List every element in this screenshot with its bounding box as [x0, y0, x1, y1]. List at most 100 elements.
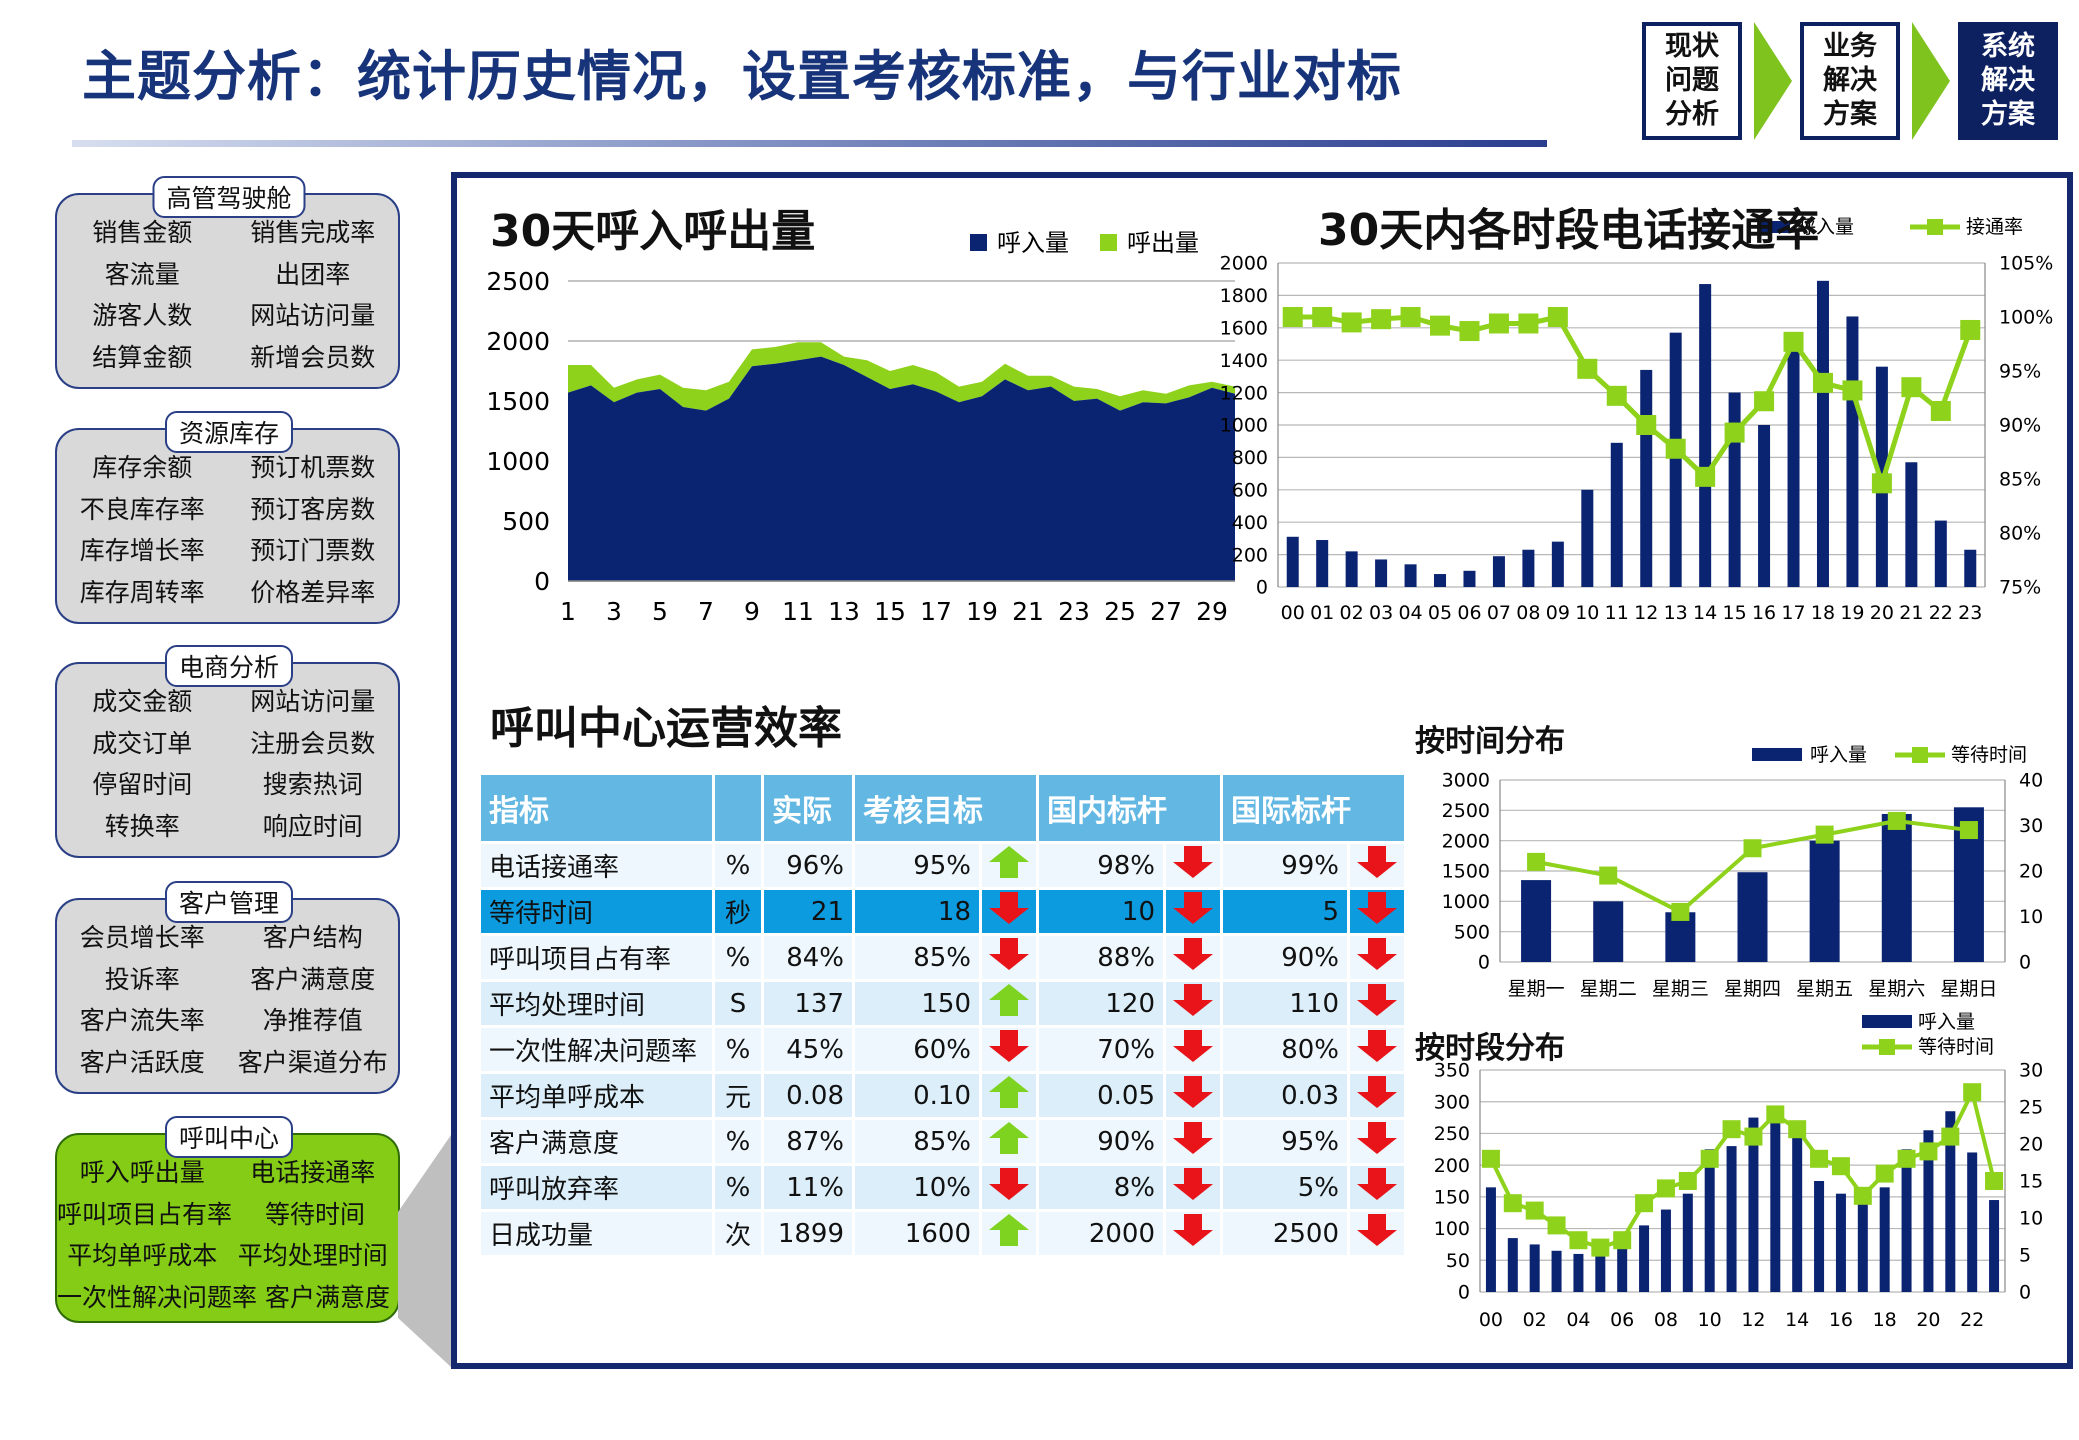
x-tick-label: 9	[744, 597, 760, 626]
category-metric-item[interactable]: 客户流失率	[79, 1006, 205, 1035]
kpi-target-value: 60%	[855, 1028, 979, 1071]
category-metric-item[interactable]: 一次性解决问题率	[57, 1282, 258, 1312]
category-label[interactable]: 电商分析	[164, 645, 294, 687]
bar-inbound	[1945, 1111, 1956, 1292]
category-metric-item[interactable]: 成交订单	[92, 728, 193, 758]
x-tick-label: 17	[1781, 602, 1805, 624]
category-metric-item[interactable]: 价格差异率	[250, 577, 376, 607]
category-metric-item[interactable]: 客户满意度	[250, 964, 376, 994]
category-row: 投诉率 客户满意度	[57, 960, 398, 996]
category-label[interactable]: 客户管理	[164, 881, 294, 923]
category-metric-item[interactable]: 呼入呼出量	[79, 1158, 205, 1187]
category-metric-item[interactable]: 成交金额	[92, 687, 193, 716]
category-metric-item[interactable]: 搜索热词	[262, 770, 363, 799]
bar-inbound	[1485, 1187, 1496, 1292]
category-metric-item[interactable]: 库存增长率	[79, 536, 205, 565]
category-row: 呼入呼出量 电话接通率	[57, 1153, 398, 1189]
step-system-solution[interactable]: 系统 解决 方案	[1958, 22, 2058, 140]
category-metric-item[interactable]: 客户满意度	[265, 1282, 391, 1312]
x-tick-label: 13	[828, 597, 860, 626]
category-metric-item[interactable]: 客流量	[104, 259, 180, 289]
y-left-tick-label: 2000	[1442, 830, 1490, 852]
category-label[interactable]: 高管驾驶舱	[152, 176, 306, 218]
category-metric-item[interactable]: 库存周转率	[79, 577, 205, 607]
category-metric-item[interactable]: 新增会员数	[250, 342, 376, 372]
y-tick-label: 2000	[486, 327, 550, 356]
y-left-tick-label: 1200	[1220, 382, 1268, 404]
category-label[interactable]: 呼叫中心	[164, 1116, 294, 1158]
step-business-solution[interactable]: 业务 解决 方案	[1800, 22, 1900, 140]
y-left-tick-label: 1400	[1220, 350, 1268, 372]
category-metric-item[interactable]: 出团率	[275, 259, 351, 289]
line-marker	[1963, 1083, 1982, 1102]
y-right-tick-label: 80%	[1999, 523, 2041, 545]
bar-inbound	[1699, 284, 1712, 587]
category-metric-item[interactable]: 库存余额	[92, 453, 193, 482]
y-right-tick-label: 100%	[1999, 307, 2053, 329]
arrow-down-icon	[1166, 1212, 1220, 1255]
y-left-tick-label: 200	[1232, 544, 1268, 566]
kpi-unit: %	[715, 1166, 761, 1209]
kpi-international-value: 2500	[1223, 1212, 1347, 1255]
x-tick-label: 01	[1310, 602, 1334, 624]
category-metric-item[interactable]: 销售金额	[92, 218, 193, 247]
category-metric-item[interactable]: 网站访问量	[250, 687, 376, 716]
x-tick-label: 08	[1654, 1309, 1678, 1331]
category-metric-item[interactable]: 转换率	[104, 811, 180, 841]
line-marker	[1430, 315, 1451, 336]
x-tick-label: 02	[1523, 1309, 1547, 1331]
category-metric-item[interactable]: 响应时间	[262, 811, 363, 841]
line-marker	[1842, 380, 1863, 401]
category-metric-item[interactable]: 游客人数	[92, 301, 193, 330]
category-metric-item[interactable]: 不良库存率	[79, 494, 205, 524]
y-left-tick-label: 1000	[1220, 415, 1268, 437]
category-metric-item[interactable]: 结算金额	[92, 342, 193, 372]
category-metric-item[interactable]: 净推荐值	[262, 1006, 363, 1035]
x-tick-label: 00	[1479, 1309, 1503, 1331]
category-metric-item[interactable]: 电话接通率	[250, 1158, 376, 1187]
bar-inbound	[1728, 392, 1741, 587]
category-metric-item[interactable]: 呼叫项目占有率	[57, 1199, 233, 1229]
legend-label: 接通率	[1966, 216, 2023, 238]
y-right-tick-label: 95%	[1999, 361, 2041, 383]
category-metric-item[interactable]: 会员增长率	[79, 923, 205, 952]
category-metric-item[interactable]: 停留时间	[92, 770, 193, 799]
step-current-analysis[interactable]: 现状 问题 分析	[1642, 22, 1742, 140]
category-metric-item[interactable]: 预订机票数	[250, 453, 376, 482]
category-metric-item[interactable]: 平均处理时间	[237, 1241, 388, 1270]
category-metric-item[interactable]: 预订客房数	[250, 494, 376, 524]
kpi-header-unit	[715, 775, 761, 841]
y-tick-label: 1000	[486, 447, 550, 476]
legend-swatch-inbound	[1752, 748, 1802, 761]
y-right-tick-label: 75%	[1999, 577, 2041, 599]
legend-swatch-outbound	[1100, 234, 1117, 251]
arrow-down-icon	[1166, 982, 1220, 1025]
x-tick-label: 12	[1741, 1309, 1765, 1331]
line-marker	[1960, 319, 1981, 340]
category-metric-item[interactable]: 预订门票数	[250, 536, 376, 565]
category-metric-item[interactable]: 注册会员数	[250, 728, 376, 758]
category-label[interactable]: 资源库存	[164, 411, 294, 453]
kpi-row: 电话接通率% 96% 95% 98% 99%	[481, 844, 1404, 887]
line-marker	[1700, 1149, 1719, 1168]
bar-inbound	[1610, 442, 1623, 587]
arrow-down-icon	[1166, 1028, 1220, 1071]
category-row: 客户流失率 净推荐值	[57, 1001, 398, 1037]
bar-inbound	[1551, 541, 1564, 587]
category-metric-item[interactable]: 销售完成率	[250, 218, 376, 247]
category-metric-item[interactable]: 投诉率	[104, 964, 180, 994]
line-marker	[1788, 1120, 1807, 1139]
category-metric-item[interactable]: 客户结构	[262, 923, 363, 952]
category-metric-item[interactable]: 等待时间	[265, 1199, 366, 1229]
category-metric-item[interactable]: 网站访问量	[250, 301, 376, 330]
x-tick-label: 20	[1870, 602, 1894, 624]
category-metric-item[interactable]: 平均单呼成本	[67, 1241, 218, 1270]
kpi-indicator-name: 呼叫项目占有率	[481, 936, 712, 979]
category-metric-item[interactable]: 客户活跃度	[79, 1047, 205, 1077]
kpi-domestic-value: 0.05	[1039, 1074, 1163, 1117]
line-marker	[1722, 1120, 1741, 1139]
x-tick-label: 星期一	[1508, 978, 1565, 1000]
bar-inbound	[1617, 1244, 1628, 1292]
category-metric-item[interactable]: 客户渠道分布	[237, 1047, 388, 1077]
kpi-header-international: 国际标杆	[1223, 775, 1404, 841]
